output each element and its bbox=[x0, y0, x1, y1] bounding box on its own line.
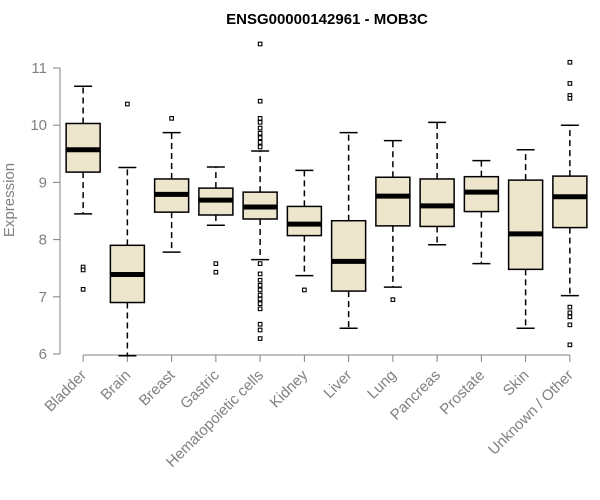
iqr-box bbox=[507, 179, 544, 271]
iqr-box bbox=[286, 205, 323, 237]
y-tick-label: 9 bbox=[39, 174, 47, 191]
outlier-point bbox=[567, 310, 573, 316]
outlier-point bbox=[257, 283, 263, 288]
x-tick-label: Liver bbox=[320, 367, 355, 402]
iqr-box bbox=[330, 219, 367, 292]
y-tick-label: 10 bbox=[30, 117, 47, 134]
outlier-point bbox=[257, 261, 263, 266]
outlier-point bbox=[567, 322, 573, 328]
outlier-point bbox=[169, 115, 174, 121]
box-pancreas bbox=[419, 121, 455, 246]
outlier-point bbox=[257, 336, 263, 341]
outlier-point bbox=[257, 115, 263, 121]
outlier-point bbox=[567, 81, 573, 86]
outlier-point bbox=[257, 41, 263, 47]
outlier-point bbox=[80, 267, 86, 273]
outlier-point bbox=[257, 125, 263, 131]
box-prostate bbox=[463, 159, 500, 265]
outlier-point bbox=[125, 101, 130, 107]
outlier-point bbox=[257, 144, 263, 150]
outlier-point bbox=[257, 271, 263, 277]
x-tick-label: Brain bbox=[97, 367, 134, 404]
y-axis: 6 7 8 9 10 11 bbox=[30, 60, 61, 363]
y-tick-label: 11 bbox=[31, 60, 47, 77]
outlier-point bbox=[257, 321, 263, 327]
outlier-point bbox=[257, 130, 263, 136]
boxes-group bbox=[65, 41, 588, 357]
box-hematopoietic-cells bbox=[242, 41, 278, 341]
chart-title: ENSG00000142961 - MOB3C bbox=[226, 11, 428, 28]
outlier-point bbox=[80, 287, 86, 292]
iqr-box bbox=[419, 178, 455, 228]
box-breast bbox=[153, 115, 190, 253]
outlier-point bbox=[567, 59, 573, 65]
outlier-point bbox=[257, 301, 263, 307]
x-tick-label: Breast bbox=[136, 366, 179, 409]
iqr-box bbox=[552, 175, 588, 229]
outlier-point bbox=[567, 304, 573, 310]
outlier-point bbox=[390, 297, 396, 303]
outlier-point bbox=[302, 287, 307, 293]
outlier-point bbox=[567, 314, 573, 320]
box-gastric bbox=[198, 166, 234, 275]
outlier-point bbox=[567, 95, 573, 101]
x-tick-label: Prostate bbox=[437, 367, 489, 419]
box-skin bbox=[507, 149, 544, 330]
outlier-point bbox=[257, 98, 263, 104]
outlier-point bbox=[257, 327, 263, 333]
x-tick-label: Kidney bbox=[267, 366, 312, 411]
box-lung bbox=[375, 139, 411, 303]
box-bladder bbox=[65, 85, 101, 292]
outlier-point bbox=[257, 135, 263, 141]
y-tick-label: 8 bbox=[39, 232, 47, 249]
x-tick-label: Lung bbox=[364, 367, 400, 403]
outlier-point bbox=[213, 269, 219, 275]
outlier-point bbox=[257, 296, 263, 302]
box-unknown-other bbox=[552, 59, 588, 348]
outlier-point bbox=[257, 140, 263, 145]
y-axis-label: Expression bbox=[1, 163, 18, 237]
box-brain bbox=[109, 101, 146, 357]
y-tick-label: 6 bbox=[39, 346, 47, 363]
outlier-point bbox=[257, 119, 263, 125]
box-liver bbox=[330, 131, 367, 330]
y-tick-label: 7 bbox=[39, 289, 47, 306]
iqr-box bbox=[375, 176, 411, 227]
outlier-point bbox=[257, 292, 263, 298]
outlier-point bbox=[567, 342, 573, 348]
outlier-point bbox=[257, 287, 263, 293]
outlier-point bbox=[257, 277, 263, 283]
x-tick-label: Skin bbox=[500, 367, 533, 400]
outlier-point bbox=[213, 261, 219, 266]
box-kidney bbox=[286, 169, 323, 293]
x-tick-label: Unknown / Other bbox=[485, 367, 577, 459]
outlier-point bbox=[257, 306, 263, 312]
x-tick-label: Bladder bbox=[41, 367, 90, 416]
